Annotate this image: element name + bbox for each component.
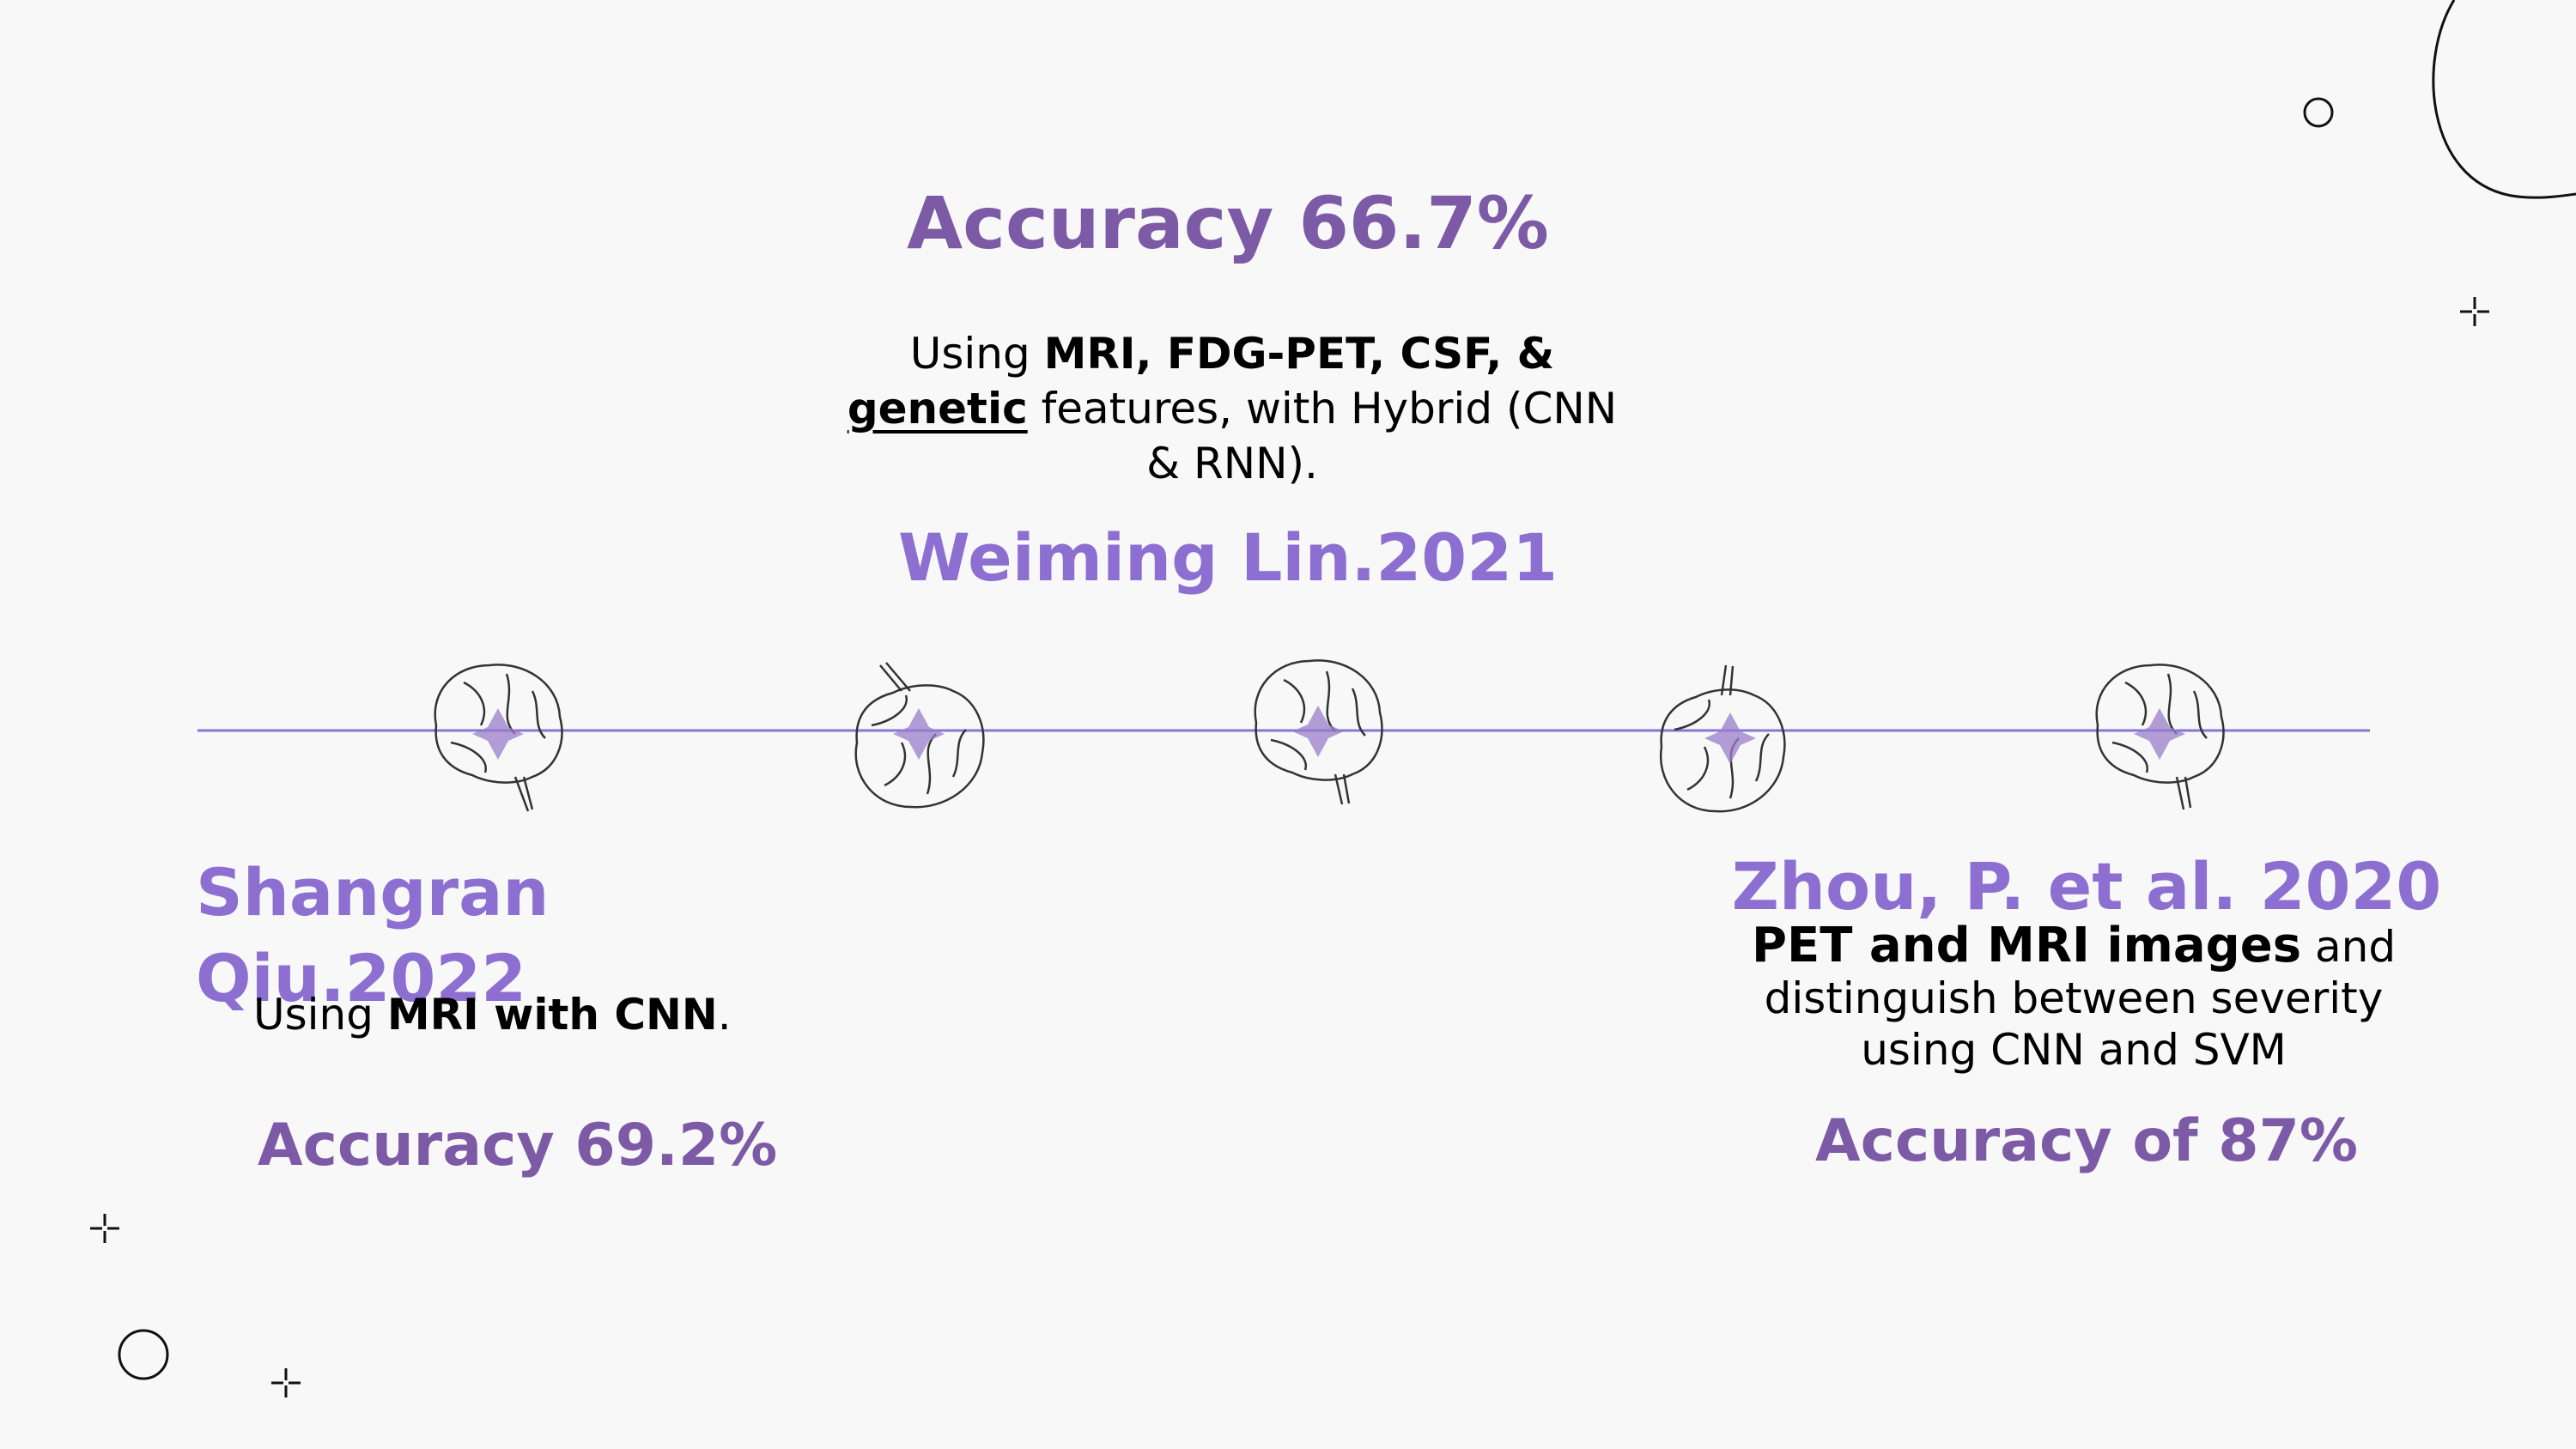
sparkle-icon [2460,297,2489,326]
sparkle-icon [90,1214,119,1243]
brain-icon [1254,659,1383,805]
right-author: Zhou, P. et al. 2020 [1731,848,2442,925]
right-accuracy: Accuracy of 87% [1814,1107,2359,1175]
top-accuracy: Accuracy 66.7% [907,181,1549,265]
timeline-node-1 [434,664,563,812]
left-description: Using MRI with CNN. [253,987,940,1042]
left-desc-text-1: Using [253,990,387,1040]
brain-icon [2095,664,2225,810]
top-desc-underlined: genetic [847,384,1028,433]
left-accuracy: Accuracy 69.2% [258,1112,778,1179]
sparkle-icon [271,1368,301,1397]
left-author: Shangran Qiu.2022 [196,854,550,1016]
brain-icon [854,662,985,809]
timeline-node-4 [1659,664,1786,813]
right-description: PET and MRI images and distinguish betwe… [1700,920,2447,1076]
timeline-node-3 [1254,659,1383,805]
top-desc-text-1: Using [909,329,1044,379]
brain-icon [434,664,563,812]
timeline-node-2 [854,662,985,809]
top-desc-text-2: features, with Hybrid (CNN & RNN). [1027,384,1618,488]
left-desc-bold-1: MRI with CNN [386,990,718,1040]
top-description: Using MRI, FDG-PET, CSF, & genetic featu… [824,326,1640,491]
small-circle-bottom [118,1329,169,1380]
corner-arc [2432,0,2576,199]
right-desc-bold-1: PET and MRI images [1751,918,2302,973]
right-desc-text-1: and distinguish between severity using C… [1764,922,2397,1075]
small-circle-top [2303,97,2334,128]
left-desc-text-2: . [717,990,732,1040]
top-author: Weiming Lin.2021 [898,519,1558,596]
timeline-node-5 [2095,664,2225,810]
brain-icon [1659,664,1786,813]
top-desc-bold-1: MRI, FDG-PET, CSF, & [1043,329,1555,379]
